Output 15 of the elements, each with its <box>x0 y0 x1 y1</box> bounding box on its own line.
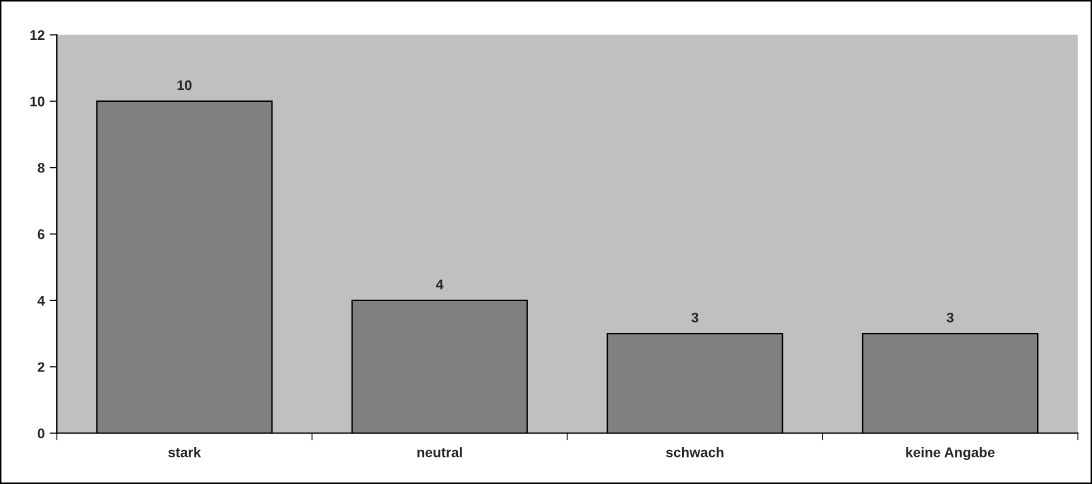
y-tick-label: 2 <box>37 362 45 372</box>
data-label: 3 <box>691 312 699 323</box>
y-tick-label: 6 <box>37 229 45 240</box>
x-tick-label: keine Angabe <box>906 447 995 461</box>
data-label: 3 <box>946 312 954 323</box>
y-tick-label: 12 <box>30 30 45 40</box>
data-label: 10 <box>177 80 192 91</box>
y-tick-label: 8 <box>37 162 45 173</box>
data-label: 4 <box>436 279 444 290</box>
y-tick-label: 0 <box>37 428 45 439</box>
x-tick-label: stark <box>168 447 202 458</box>
y-tick-label: 4 <box>37 295 45 306</box>
x-tick-label: schwach <box>666 447 724 458</box>
x-tick-label: neutral <box>417 447 462 458</box>
y-tick-label: 10 <box>30 96 45 107</box>
